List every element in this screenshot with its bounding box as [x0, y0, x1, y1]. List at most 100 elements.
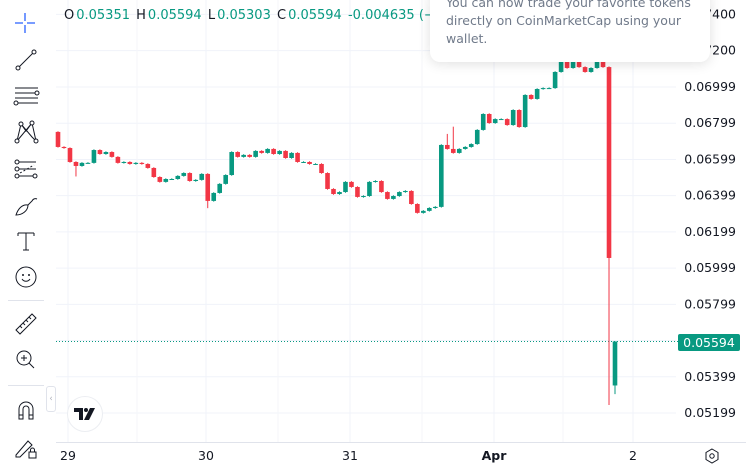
- trend-line-icon: [15, 49, 37, 71]
- candle: [55, 131, 61, 148]
- candle: [415, 203, 420, 214]
- candle: [594, 61, 600, 69]
- time-axis-label: 31: [342, 448, 358, 463]
- price-axis-label: 0.05999: [684, 260, 736, 275]
- collapse-toolbar-button[interactable]: ‹: [46, 386, 56, 412]
- candle-body: [247, 154, 252, 157]
- text-tool[interactable]: [10, 226, 42, 256]
- candle-body: [175, 175, 181, 180]
- close-label: C: [276, 8, 287, 23]
- candle-body: [109, 152, 115, 157]
- candle-body: [67, 148, 73, 162]
- pattern-icon: [14, 120, 39, 144]
- candle-body: [367, 181, 372, 197]
- candle: [427, 207, 432, 212]
- candle: [540, 87, 546, 90]
- candle: [337, 191, 342, 195]
- candle: [606, 66, 612, 406]
- candle: [528, 94, 534, 100]
- popup-line: wallet.: [446, 31, 488, 46]
- candle-body: [223, 175, 228, 184]
- trend-line-tool[interactable]: [10, 45, 42, 75]
- candle-body: [456, 148, 462, 153]
- candle: [133, 162, 139, 165]
- candle: [325, 172, 330, 190]
- horizontal-lines-tool[interactable]: [10, 81, 42, 111]
- candle-body: [271, 148, 276, 155]
- candle: [373, 180, 378, 183]
- candle-body: [289, 152, 294, 158]
- ruler-tool[interactable]: [10, 309, 42, 339]
- candle-body: [91, 150, 97, 163]
- candle-body: [301, 161, 306, 163]
- settings-icon[interactable]: [703, 447, 721, 465]
- candle-body: [193, 179, 199, 181]
- candle-body: [552, 71, 558, 89]
- candle-body: [229, 152, 234, 176]
- candle-body: [259, 150, 264, 153]
- open-value: 0.05351: [76, 8, 130, 23]
- low-value: 0.05303: [217, 8, 271, 23]
- brush-tool[interactable]: [10, 190, 42, 220]
- candle: [79, 162, 85, 167]
- magnet-tool[interactable]: [10, 395, 42, 425]
- candle-body: [121, 161, 127, 163]
- candle: [181, 172, 187, 177]
- candle-body: [79, 162, 85, 166]
- candle-body: [570, 62, 576, 68]
- candle: [85, 162, 91, 164]
- candle-body: [295, 152, 300, 162]
- candle-body: [283, 150, 288, 158]
- emoji-tool[interactable]: [10, 262, 42, 292]
- candle: [558, 61, 564, 73]
- tradingview-logo[interactable]: [67, 396, 103, 432]
- candle-body: [445, 144, 450, 149]
- candle-body: [409, 190, 414, 204]
- candle: [570, 61, 576, 69]
- candle: [301, 161, 306, 163]
- candle-body: [564, 62, 570, 68]
- candle: [379, 180, 384, 193]
- candle-body: [115, 156, 121, 163]
- time-axis-label: Apr: [482, 448, 508, 463]
- candle: [187, 172, 193, 182]
- time-axis-label: 30: [198, 448, 214, 463]
- price-axis-label: 0.06799: [684, 115, 736, 130]
- candle: [403, 190, 408, 193]
- candle: [445, 133, 450, 150]
- candle: [145, 163, 151, 169]
- candle: [486, 113, 492, 124]
- zoom-in-tool[interactable]: [10, 345, 42, 375]
- candle: [421, 210, 426, 214]
- candle-body: [397, 192, 402, 197]
- candle: [241, 154, 246, 158]
- candle: [474, 129, 480, 145]
- lock-drawing-tool[interactable]: [10, 432, 42, 462]
- candle: [229, 151, 234, 176]
- candle: [534, 88, 540, 100]
- candle-body: [85, 162, 91, 164]
- candle: [169, 178, 175, 181]
- last-price-tag: 0.05594: [678, 334, 740, 351]
- candle-body: [103, 152, 109, 155]
- candle: [109, 151, 115, 158]
- candle-body: [433, 206, 438, 208]
- time-axis-label: 29: [60, 448, 76, 463]
- candle-body: [211, 192, 217, 201]
- magnet-icon: [18, 401, 34, 420]
- candle: [235, 151, 240, 158]
- pattern-tool[interactable]: [10, 117, 42, 147]
- text-icon: [17, 232, 35, 251]
- price-axis-label: 0.05199: [684, 405, 736, 420]
- candle-body: [169, 179, 175, 181]
- high-value: 0.05594: [147, 8, 202, 23]
- fib-tool[interactable]: [10, 154, 42, 184]
- candle: [67, 147, 73, 163]
- candle: [295, 152, 300, 163]
- candle: [331, 188, 336, 195]
- crosshair-tool[interactable]: [9, 8, 41, 38]
- candle: [127, 161, 133, 165]
- candle: [576, 61, 582, 68]
- candle-body: [241, 154, 246, 157]
